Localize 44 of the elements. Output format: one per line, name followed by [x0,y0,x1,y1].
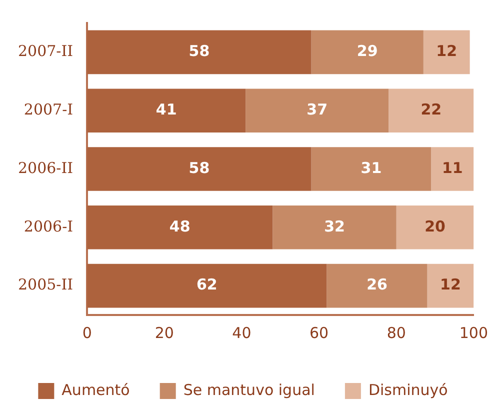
bar [427,264,474,308]
legend-label: Aumentó [62,380,130,399]
data-label: 20 [424,217,446,236]
y-tick-label: 2006-I [24,217,74,236]
legend-label: Se mantuvo igual [183,380,315,399]
bar [423,30,470,74]
y-tick-label: 2005-II [18,276,74,294]
data-label: 22 [420,100,442,118]
data-label: 48 [169,217,190,236]
x-tick-label: 80 [386,324,406,342]
data-label: 58 [188,42,210,60]
x-tick-label: 40 [232,324,252,342]
bar [87,88,246,132]
bar [311,147,432,191]
data-label: 37 [306,100,328,118]
bar [87,30,312,74]
data-label: 12 [436,42,458,60]
y-tick-label: 2007-I [24,100,74,118]
x-tick-label: 0 [82,324,92,342]
y-tick-label: 2006-II [18,158,74,177]
bar [272,206,396,250]
x-tick-label: 100 [459,324,488,342]
bar [246,88,389,132]
data-label: 58 [188,158,210,177]
bar [87,206,273,250]
data-label: 29 [356,42,378,60]
data-label: 31 [360,158,382,177]
x-tick-label: 20 [154,324,174,342]
bar [87,147,312,191]
bar [388,88,474,132]
data-label: 32 [324,217,345,236]
bar [326,264,428,308]
legend-label: Disminuyó [368,380,448,399]
bar [87,264,327,308]
x-tick-label: 60 [310,324,329,342]
bar [396,206,474,250]
data-label: 62 [196,276,218,294]
bar [311,30,424,74]
data-label: 26 [366,276,388,294]
data-label: 41 [156,100,177,118]
y-tick-label: 2007-II [18,42,74,60]
data-label: 12 [440,276,461,294]
data-label: 11 [442,158,463,177]
bar [431,147,474,191]
